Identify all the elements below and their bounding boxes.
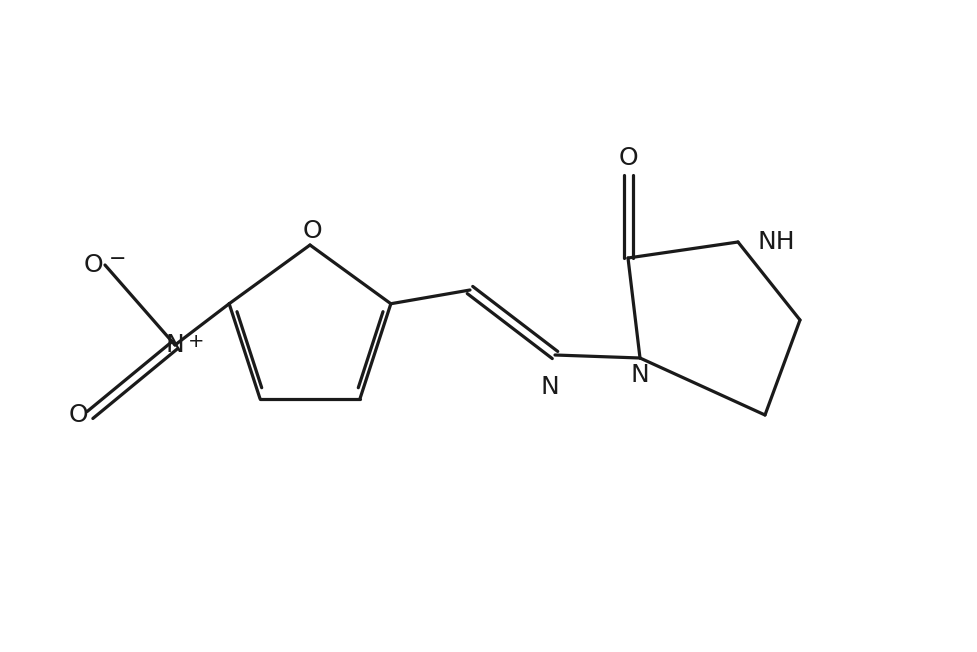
Text: −: − bbox=[108, 249, 126, 269]
Text: NH: NH bbox=[757, 230, 795, 254]
Text: N: N bbox=[540, 375, 559, 399]
Text: O: O bbox=[83, 253, 103, 277]
Text: N: N bbox=[630, 363, 649, 387]
Text: O: O bbox=[617, 146, 637, 170]
Text: N: N bbox=[165, 333, 185, 357]
Text: +: + bbox=[188, 332, 204, 351]
Text: O: O bbox=[68, 403, 88, 427]
Text: O: O bbox=[302, 219, 321, 243]
